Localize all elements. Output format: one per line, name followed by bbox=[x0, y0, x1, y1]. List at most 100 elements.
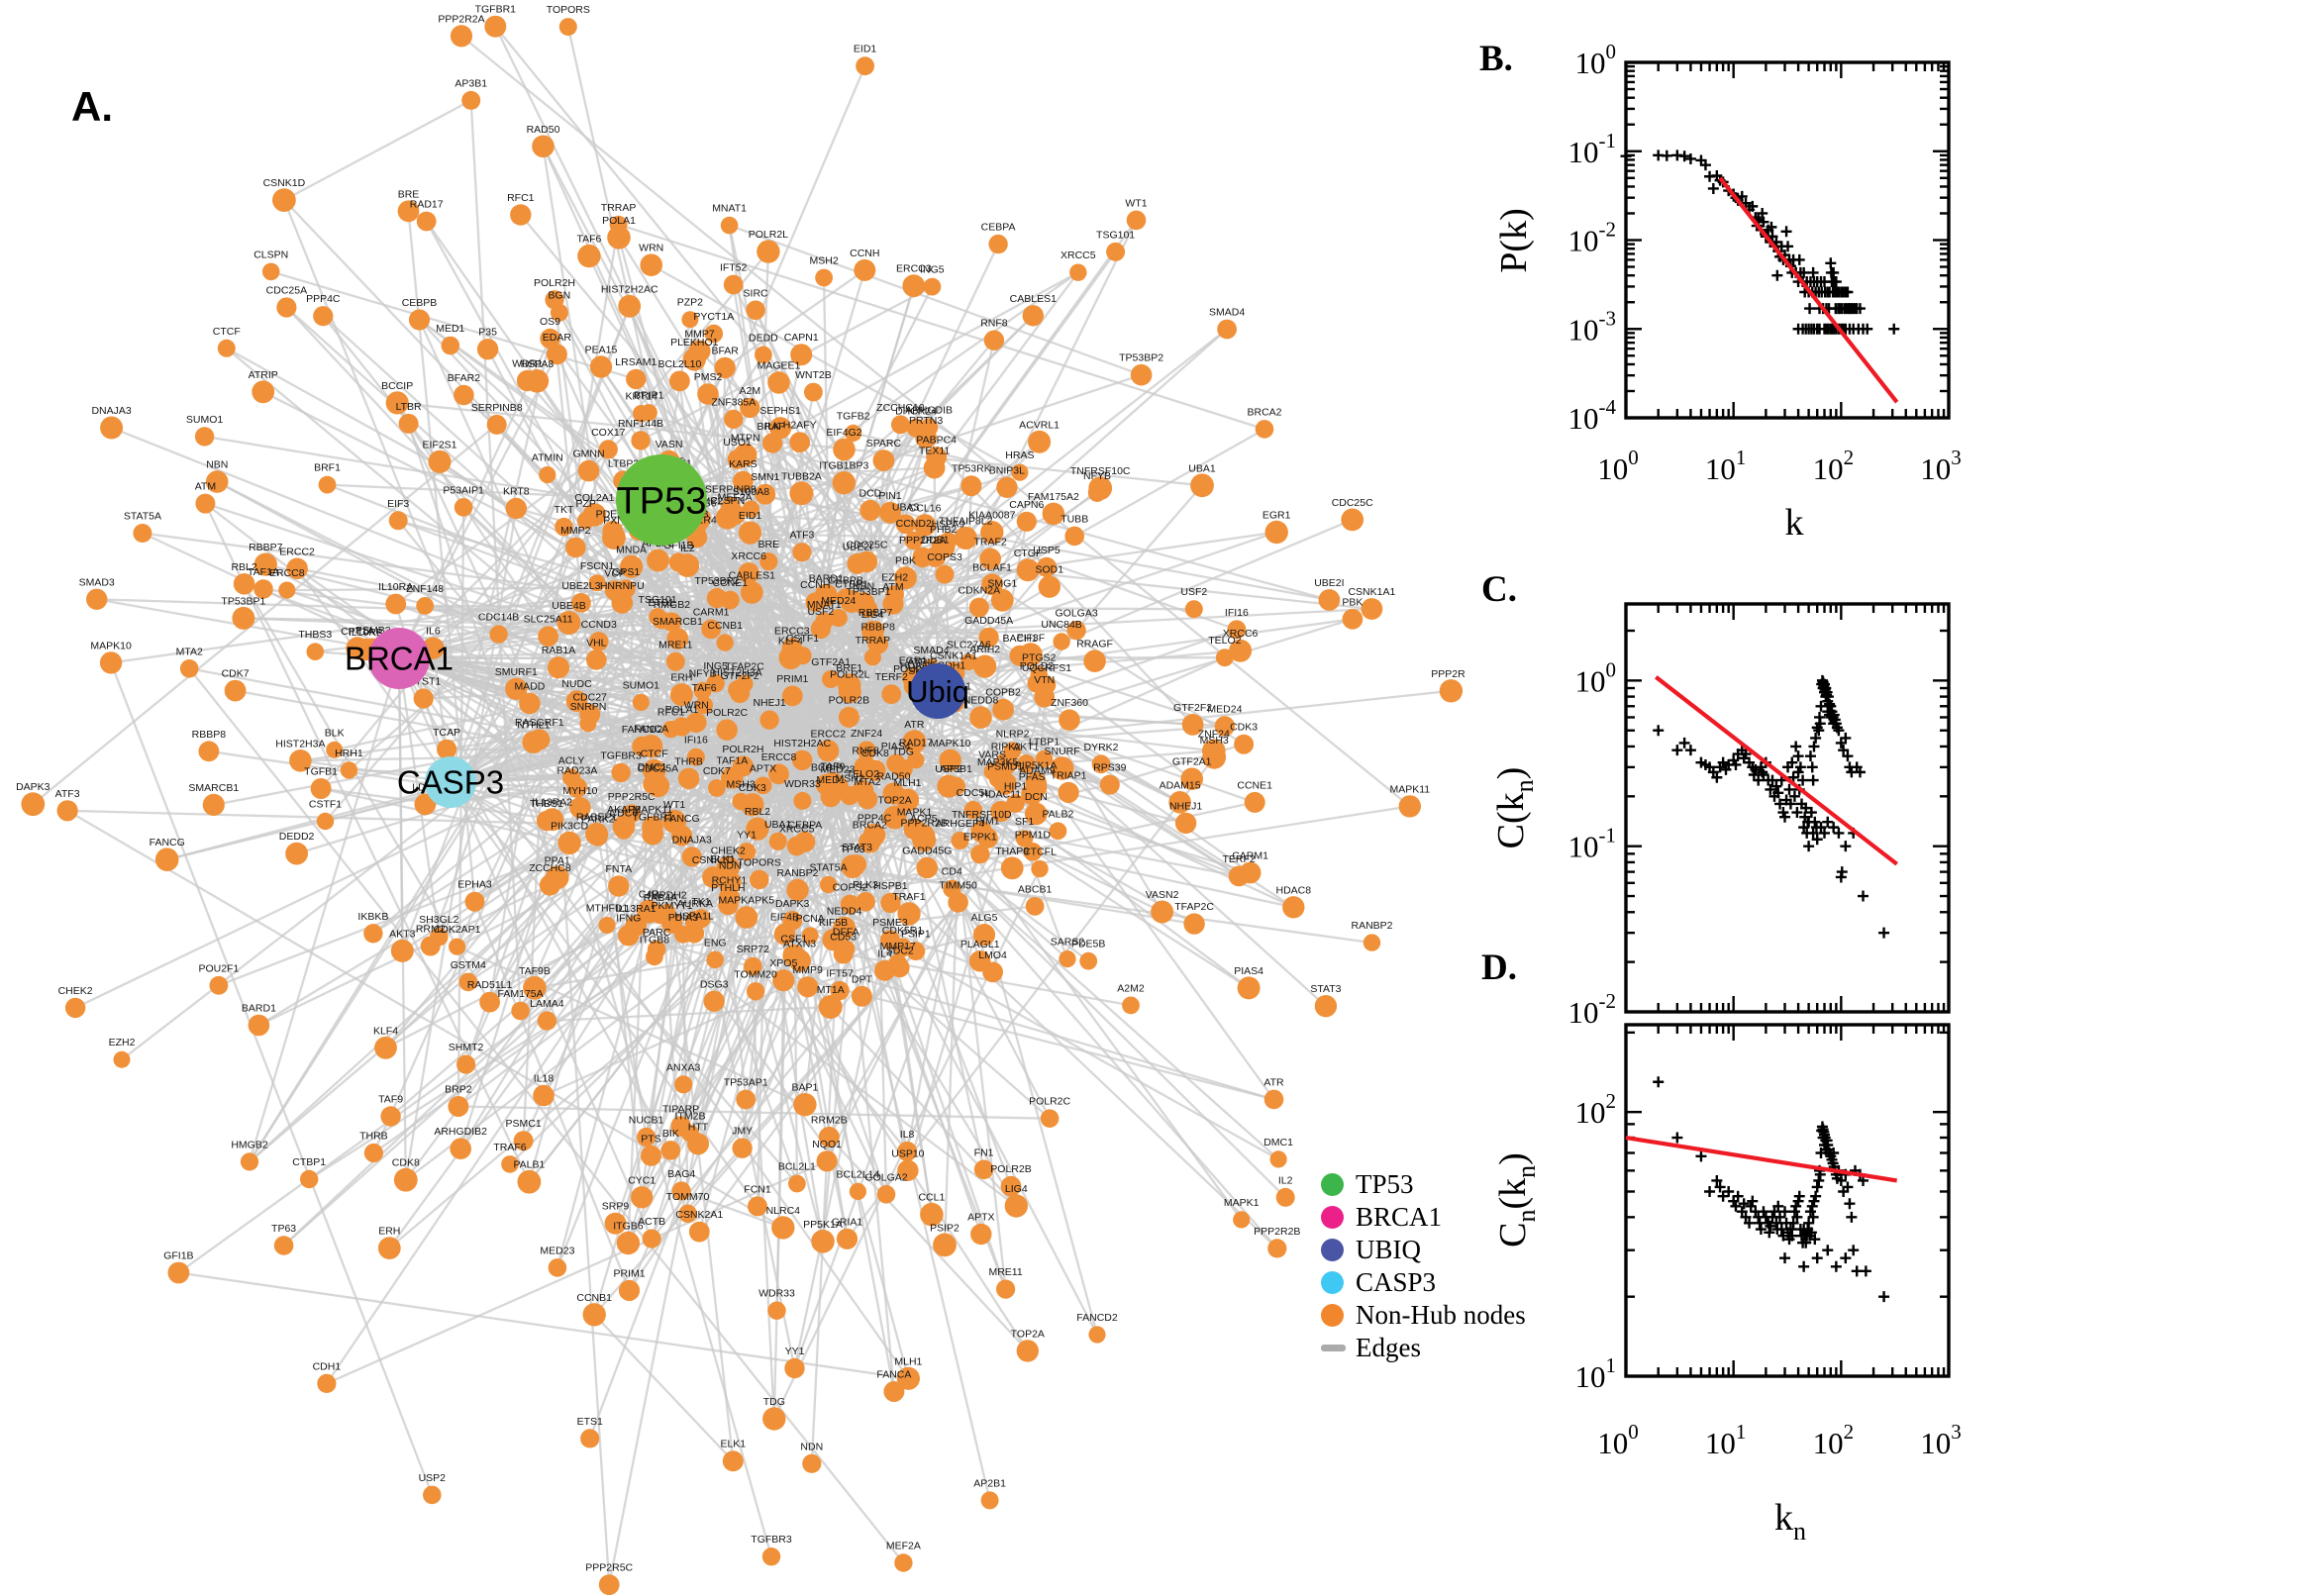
network-hub-edge bbox=[450, 780, 841, 992]
network-edge bbox=[110, 571, 750, 664]
scatter-point bbox=[1678, 737, 1690, 748]
network-edge bbox=[96, 598, 825, 623]
network-edge bbox=[218, 758, 803, 987]
scatter-point bbox=[1846, 1211, 1858, 1223]
network-edge bbox=[745, 916, 1029, 1352]
network-edge bbox=[567, 843, 773, 1557]
network-hub-edge bbox=[450, 677, 832, 784]
network-hub-edge bbox=[398, 656, 1214, 752]
network-edge bbox=[597, 835, 1372, 945]
scatter-point bbox=[1848, 1245, 1860, 1256]
network-edge bbox=[320, 250, 769, 790]
network-edge bbox=[457, 1105, 1051, 1120]
network-edge bbox=[793, 853, 981, 1369]
network-hub-edge bbox=[695, 689, 939, 758]
axis-label-x: k bbox=[1785, 502, 1804, 544]
scatter-point bbox=[1807, 774, 1819, 786]
network-edge bbox=[618, 223, 1265, 431]
network-edge bbox=[204, 435, 676, 514]
scatter-point bbox=[1811, 1252, 1823, 1264]
panel-d-label: D. bbox=[1481, 948, 1517, 988]
scatter-point bbox=[1836, 866, 1848, 878]
tick-label-y: 10-3 bbox=[1568, 306, 1617, 347]
tick-label-y: 10-1 bbox=[1568, 824, 1617, 864]
network-node bbox=[814, 583, 838, 607]
network-node bbox=[881, 684, 902, 704]
network-node bbox=[740, 581, 763, 604]
network-node bbox=[829, 609, 848, 628]
legend-item-edges: Edges bbox=[1321, 1332, 1526, 1364]
tick-label-x: 102 bbox=[1813, 446, 1855, 486]
network-hub-edge bbox=[449, 520, 587, 783]
network-edge bbox=[810, 691, 852, 1464]
scatter-point bbox=[1661, 150, 1672, 161]
network-node bbox=[746, 817, 769, 841]
scatter-point bbox=[1653, 725, 1665, 737]
tick-label-y: 102 bbox=[1575, 1089, 1617, 1130]
scatter-point bbox=[1738, 1198, 1750, 1210]
network-node bbox=[754, 776, 772, 795]
scatter-point bbox=[1792, 750, 1804, 762]
network-edge bbox=[66, 809, 784, 1229]
fit-line bbox=[1718, 176, 1899, 404]
casp3-swatch-icon bbox=[1321, 1271, 1344, 1294]
nonhub-swatch-icon bbox=[1321, 1304, 1344, 1327]
scatter-point bbox=[1684, 745, 1696, 756]
tick-label-y: 100 bbox=[1575, 657, 1617, 698]
legend-item-casp3: CASP3 bbox=[1321, 1266, 1526, 1299]
network-edge bbox=[407, 423, 558, 878]
network-edge bbox=[469, 100, 522, 1012]
scatter-point bbox=[1822, 1245, 1834, 1256]
scatter-point bbox=[1828, 822, 1840, 834]
network-hub-edge bbox=[397, 657, 407, 1180]
network-hub-edge bbox=[933, 467, 940, 692]
tick-label-x: 103 bbox=[1920, 1420, 1962, 1460]
network-edge bbox=[923, 839, 1287, 1199]
network-hub-edge bbox=[450, 602, 624, 783]
scatter-point bbox=[1653, 1076, 1665, 1088]
legend-label-casp3: CASP3 bbox=[1356, 1267, 1437, 1297]
network-node bbox=[708, 779, 726, 797]
network-hub-edge bbox=[398, 656, 829, 752]
panel-a-label: A. bbox=[71, 83, 113, 130]
network-edge bbox=[542, 146, 662, 916]
network-edge bbox=[308, 932, 695, 1180]
network-hub-edge bbox=[249, 499, 662, 1163]
tick-label-x: 102 bbox=[1813, 1420, 1855, 1460]
network-hub-edge bbox=[755, 309, 940, 692]
network-edge bbox=[799, 959, 1274, 1101]
network-edge bbox=[388, 841, 871, 1249]
edge-swatch-icon bbox=[1321, 1345, 1346, 1351]
scatter-point bbox=[1707, 182, 1719, 194]
network-edge bbox=[270, 270, 637, 381]
scatter-point bbox=[1780, 226, 1792, 238]
scatter-point bbox=[1833, 827, 1845, 839]
network-edge bbox=[325, 695, 794, 1385]
scatter-point bbox=[1806, 1200, 1818, 1212]
network-hub-edge bbox=[450, 594, 827, 784]
network-hub-edge bbox=[398, 539, 914, 660]
network-edge bbox=[208, 749, 632, 816]
scatter-point bbox=[1704, 1185, 1716, 1197]
network-node bbox=[838, 706, 859, 728]
axis-frame bbox=[1624, 602, 1951, 1014]
tick-label-x: 100 bbox=[1597, 446, 1639, 486]
network-edge bbox=[673, 65, 866, 514]
network-node bbox=[867, 633, 889, 654]
network-hub-edge bbox=[724, 366, 939, 692]
network-edge bbox=[226, 347, 993, 773]
network-edge bbox=[628, 673, 1041, 1292]
tick-label-y: 101 bbox=[1575, 1353, 1617, 1394]
tick-label-y: 10-2 bbox=[1568, 989, 1617, 1030]
network-edge bbox=[641, 412, 1330, 602]
scatter-point bbox=[1671, 1132, 1683, 1144]
chart-panel-b: 100 10-1 10-2 10-3 10-4 100 101 102 103 P(k) k bbox=[1493, 40, 1962, 544]
ubiq-swatch-icon bbox=[1321, 1239, 1344, 1261]
network-node bbox=[721, 766, 744, 789]
scatter-point bbox=[1758, 1206, 1769, 1218]
network-hub-edge bbox=[746, 690, 939, 853]
network-hub-edge bbox=[450, 638, 679, 783]
scatter-point bbox=[1830, 1260, 1842, 1272]
network-edge bbox=[848, 684, 1243, 1221]
